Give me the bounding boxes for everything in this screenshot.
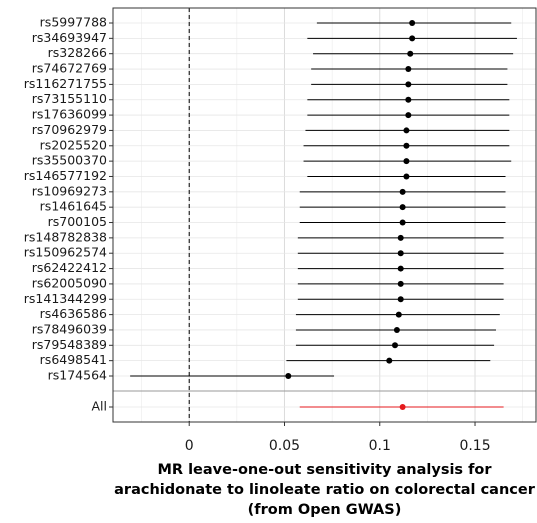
- point: [393, 326, 400, 333]
- x-axis-label: (from Open GWAS): [248, 502, 402, 518]
- point: [397, 265, 404, 272]
- point: [403, 173, 410, 180]
- point: [397, 234, 404, 241]
- y-tick-label: rs70962979: [32, 122, 107, 137]
- point: [409, 35, 416, 42]
- point: [397, 296, 404, 303]
- y-tick-label: rs116271755: [24, 76, 107, 91]
- y-tick-label: rs34693947: [32, 30, 107, 45]
- point: [405, 96, 412, 103]
- y-tick-label: rs10969273: [32, 183, 107, 198]
- y-tick-label: rs141344299: [24, 291, 107, 306]
- point: [397, 280, 404, 287]
- x-tick-label: 0: [185, 438, 194, 454]
- y-tick-label: All: [92, 399, 108, 414]
- y-tick-label: rs74672769: [32, 61, 107, 76]
- y-tick-label: rs6498541: [40, 352, 107, 367]
- x-tick-label: 0.05: [269, 438, 300, 454]
- point: [405, 66, 412, 73]
- point: [403, 158, 410, 165]
- x-axis-label: MR leave-one-out sensitivity analysis fo…: [157, 462, 492, 478]
- y-tick-label: rs328266: [48, 45, 107, 60]
- point: [399, 188, 406, 195]
- point: [399, 219, 406, 226]
- x-tick-label: 0.15: [459, 438, 490, 454]
- y-tick-label: rs78496039: [32, 321, 107, 336]
- y-tick-label: rs2025520: [40, 137, 107, 152]
- point: [386, 357, 393, 364]
- point: [407, 50, 414, 57]
- panel-border: [112, 7, 537, 423]
- y-tick-label: rs62422412: [32, 260, 107, 275]
- y-tick-label: rs700105: [48, 214, 107, 229]
- y-tick-label: rs148782838: [24, 229, 107, 244]
- x-axis-label: arachidonate to linoleate ratio on color…: [114, 482, 536, 498]
- y-tick-label: rs17636099: [32, 107, 107, 122]
- y-tick-label: rs35500370: [32, 153, 107, 168]
- point: [409, 20, 416, 26]
- point: [397, 250, 404, 257]
- y-tick-label: rs174564: [48, 368, 107, 383]
- x-tick-label: 0.1: [369, 438, 391, 454]
- y-tick-label: rs5997788: [40, 15, 107, 30]
- point: [403, 127, 410, 134]
- y-tick-label: rs62005090: [32, 275, 107, 290]
- point: [399, 204, 406, 211]
- point: [285, 373, 292, 379]
- point: [395, 311, 402, 318]
- summary-point: [399, 404, 406, 410]
- y-tick-label: rs73155110: [32, 91, 107, 106]
- y-tick-label: rs1461645: [40, 199, 107, 214]
- y-tick-label: rs146577192: [24, 168, 107, 183]
- point: [405, 112, 412, 119]
- y-tick-label: rs79548389: [32, 337, 107, 352]
- point: [403, 142, 410, 149]
- panel: [113, 8, 536, 422]
- y-tick-label: rs4636586: [40, 306, 107, 321]
- point: [405, 81, 412, 88]
- y-tick-label: rs150962574: [24, 245, 107, 260]
- point: [392, 342, 398, 349]
